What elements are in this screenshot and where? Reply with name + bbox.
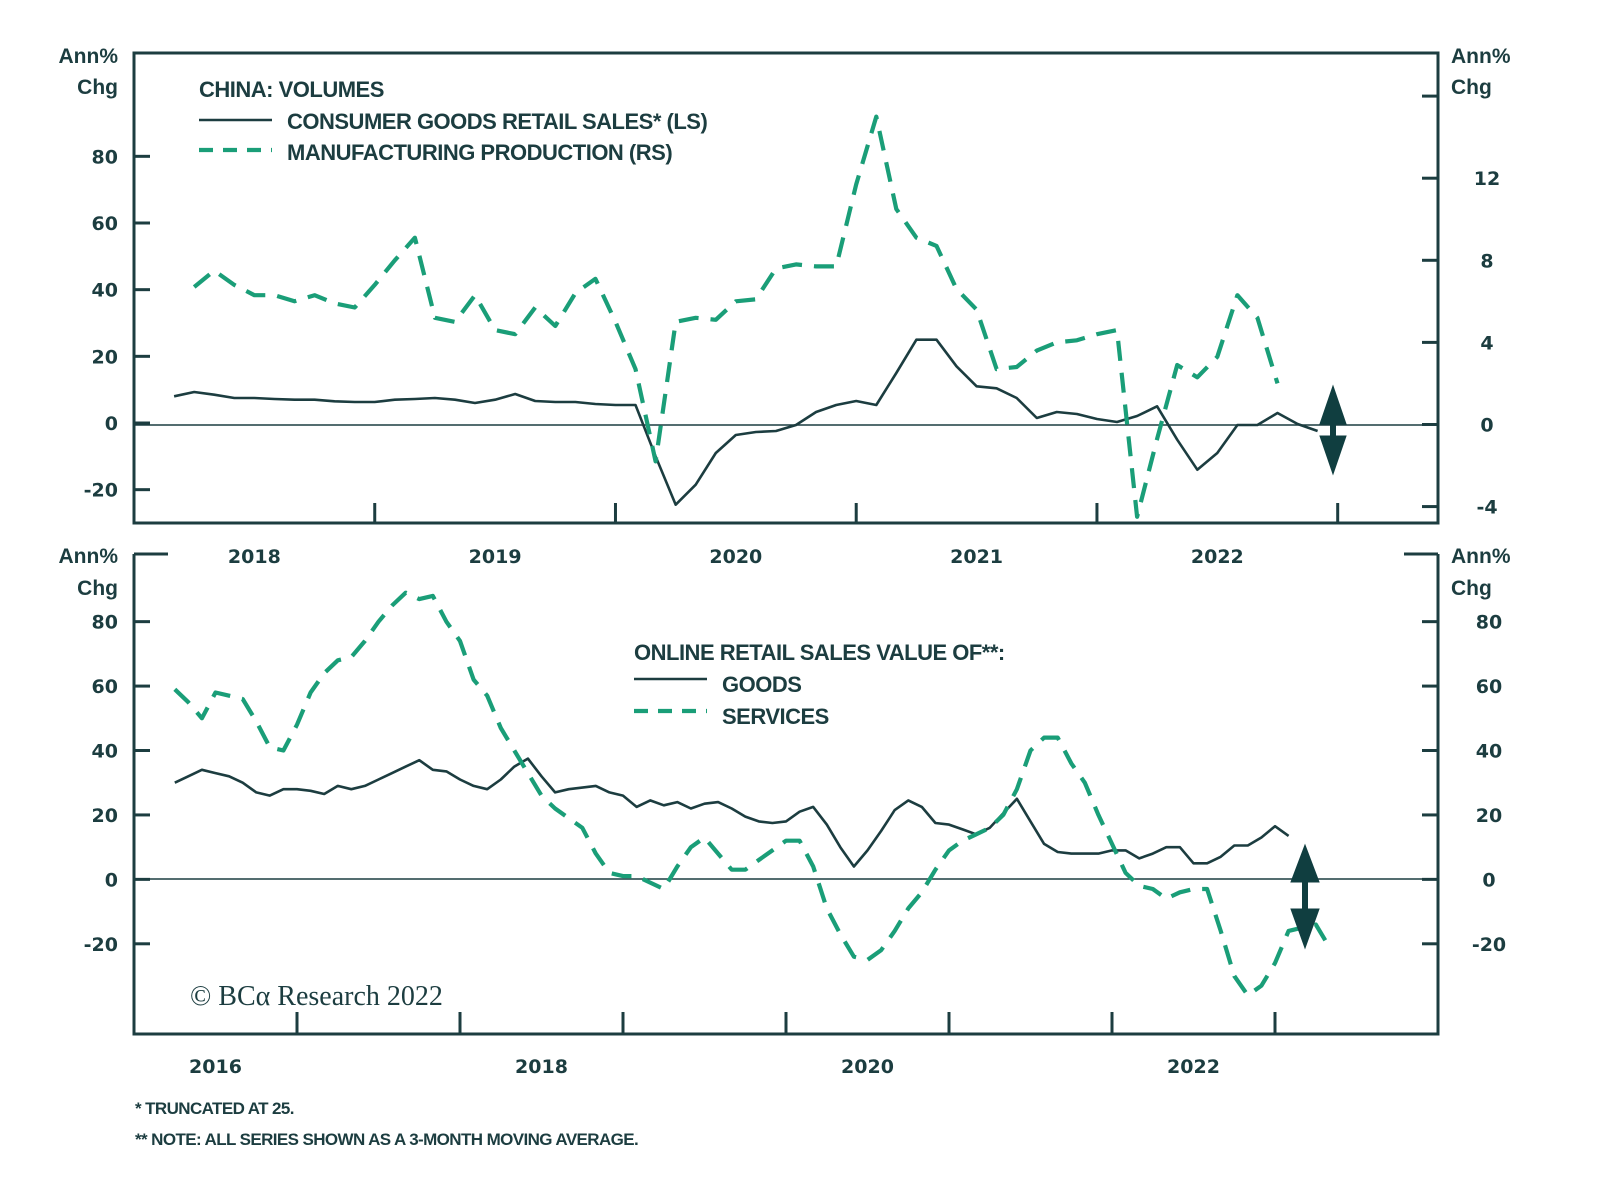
bottom-legend-title: ONLINE RETAIL SALES VALUE OF**: xyxy=(634,640,1005,665)
left-tick-label: 20 xyxy=(92,805,118,827)
left-tick-label: 40 xyxy=(92,280,118,302)
top-left-axis: 80 60 40 20 0 -20 xyxy=(84,146,150,501)
top-legend-dashed-label: MANUFACTURING PRODUCTION (RS) xyxy=(287,140,672,165)
top-double-arrow-icon xyxy=(1320,386,1346,474)
right-tick-label: 20 xyxy=(1476,805,1502,827)
bottom-right-axis-label-line1: Ann% xyxy=(1451,545,1511,568)
x-tick-label: 2016 xyxy=(189,1056,242,1078)
right-tick-label: 0 xyxy=(1482,869,1495,891)
top-right-axis: 12 8 4 0 -4 xyxy=(1422,96,1500,518)
left-tick-label: 0 xyxy=(105,869,118,891)
bottom-left-axis-label-line1: Ann% xyxy=(59,545,119,568)
right-tick-label: 12 xyxy=(1474,168,1500,190)
series-line-goods xyxy=(175,759,1289,867)
right-tick-label: 8 xyxy=(1480,250,1493,272)
left-tick-label: 20 xyxy=(92,346,118,368)
bottom-legend: ONLINE RETAIL SALES VALUE OF**: GOODS SE… xyxy=(634,640,1005,729)
top-panel: 806040200-20 12840-4 2018201920202021202… xyxy=(59,45,1511,568)
right-tick-label: 4 xyxy=(1480,332,1493,354)
right-tick-label: 60 xyxy=(1476,676,1502,698)
top-left-axis-label-line1: Ann% xyxy=(59,45,119,68)
left-tick-label: -20 xyxy=(84,934,118,956)
top-legend-solid-label: CONSUMER GOODS RETAIL SALES* (LS) xyxy=(287,109,707,134)
x-tick-label: 2022 xyxy=(1191,546,1244,568)
left-tick-label: 60 xyxy=(92,676,118,698)
right-tick-label: 0 xyxy=(1480,414,1493,436)
bottom-legend-solid-label: GOODS xyxy=(722,672,801,697)
right-tick-label: 40 xyxy=(1476,741,1502,763)
x-tick-label: 2020 xyxy=(709,546,762,568)
bottom-frame xyxy=(134,554,1438,1034)
top-legend-title: CHINA: VOLUMES xyxy=(199,77,384,102)
top-x-axis: 2018 2019 2020 2021 2022 xyxy=(228,503,1338,568)
left-tick-label: 80 xyxy=(92,146,118,168)
right-tick-label: -4 xyxy=(1476,497,1497,519)
copyright-watermark: © BCα Research 2022 xyxy=(190,981,443,1012)
top-right-axis-label-line1: Ann% xyxy=(1451,45,1511,68)
x-tick-label: 2018 xyxy=(515,1056,568,1078)
series-line-retail-sales xyxy=(174,340,1318,505)
top-right-axis-label-line2: Chg xyxy=(1451,76,1492,99)
x-tick-label: 2020 xyxy=(841,1056,894,1078)
chart-figure: 806040200-20 12840-4 2018201920202021202… xyxy=(0,0,1600,1177)
bottom-double-arrow-icon xyxy=(1291,845,1319,948)
top-left-axis-label-line2: Chg xyxy=(77,76,118,99)
bottom-panel: 806040200-20 806040200-20 20162018202020… xyxy=(59,545,1511,1078)
x-tick-label: 2019 xyxy=(469,546,522,568)
footnote-moving-average: ** NOTE: ALL SERIES SHOWN AS A 3-MONTH M… xyxy=(135,1130,638,1149)
left-tick-label: 60 xyxy=(92,213,118,235)
left-tick-label: 40 xyxy=(92,741,118,763)
x-tick-label: 2018 xyxy=(228,546,281,568)
left-tick-label: 80 xyxy=(92,612,118,634)
footnote-truncated: * TRUNCATED AT 25. xyxy=(135,1099,294,1118)
bottom-left-axis-label-line2: Chg xyxy=(77,577,118,600)
top-series-group xyxy=(174,117,1318,517)
series-line-manufacturing xyxy=(194,117,1277,517)
right-tick-label: 80 xyxy=(1476,612,1502,634)
top-legend: CHINA: VOLUMES CONSUMER GOODS RETAIL SAL… xyxy=(199,77,707,165)
bottom-left-axis: 80 60 40 20 0 -20 xyxy=(84,612,150,956)
bottom-x-axis: 2016 2018 2020 2022 xyxy=(189,1012,1275,1078)
bottom-legend-dashed-label: SERVICES xyxy=(722,704,829,729)
left-tick-label: 0 xyxy=(105,413,118,435)
bottom-right-axis: 80 60 40 20 0 -20 xyxy=(1422,612,1506,956)
right-tick-label: -20 xyxy=(1472,934,1506,956)
bottom-right-axis-label-line2: Chg xyxy=(1451,577,1492,600)
x-tick-label: 2021 xyxy=(950,546,1003,568)
x-tick-label: 2022 xyxy=(1167,1056,1220,1078)
left-tick-label: -20 xyxy=(84,480,118,502)
